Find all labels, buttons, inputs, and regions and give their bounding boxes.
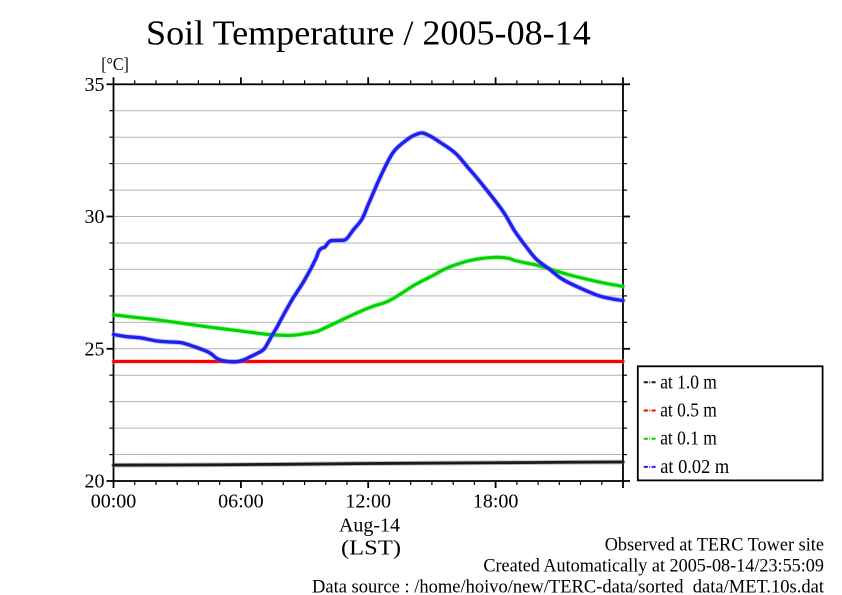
svg-text:Observed at TERC Tower site: Observed at TERC Tower site <box>605 534 824 555</box>
svg-text:Aug-14: Aug-14 <box>339 514 400 536</box>
svg-text:25: 25 <box>85 338 105 360</box>
svg-text:at 0.02 m: at 0.02 m <box>660 457 729 478</box>
svg-text:at 0.1 m: at 0.1 m <box>660 429 717 450</box>
svg-text:Soil Temperature / 2005-08-14: Soil Temperature / 2005-08-14 <box>146 14 591 53</box>
svg-text:35: 35 <box>85 74 105 96</box>
svg-text:(LST): (LST) <box>341 536 401 560</box>
svg-text:20: 20 <box>85 471 105 493</box>
svg-text:30: 30 <box>85 206 105 228</box>
svg-text:00:00: 00:00 <box>91 490 137 512</box>
svg-text:Data source : /home/hoivo/new/: Data source : /home/hoivo/new/TERC-data/… <box>312 577 825 595</box>
svg-text:at 0.5 m: at 0.5 m <box>660 401 717 422</box>
svg-text:18:00: 18:00 <box>473 490 519 512</box>
svg-text:[°C]: [°C] <box>101 54 129 74</box>
svg-text:Created Automatically at 2005-: Created Automatically at 2005-08-14/23:5… <box>483 556 824 577</box>
svg-text:12:00: 12:00 <box>345 490 391 512</box>
svg-text:06:00: 06:00 <box>218 490 264 512</box>
svg-text:at 1.0 m: at 1.0 m <box>660 372 717 393</box>
